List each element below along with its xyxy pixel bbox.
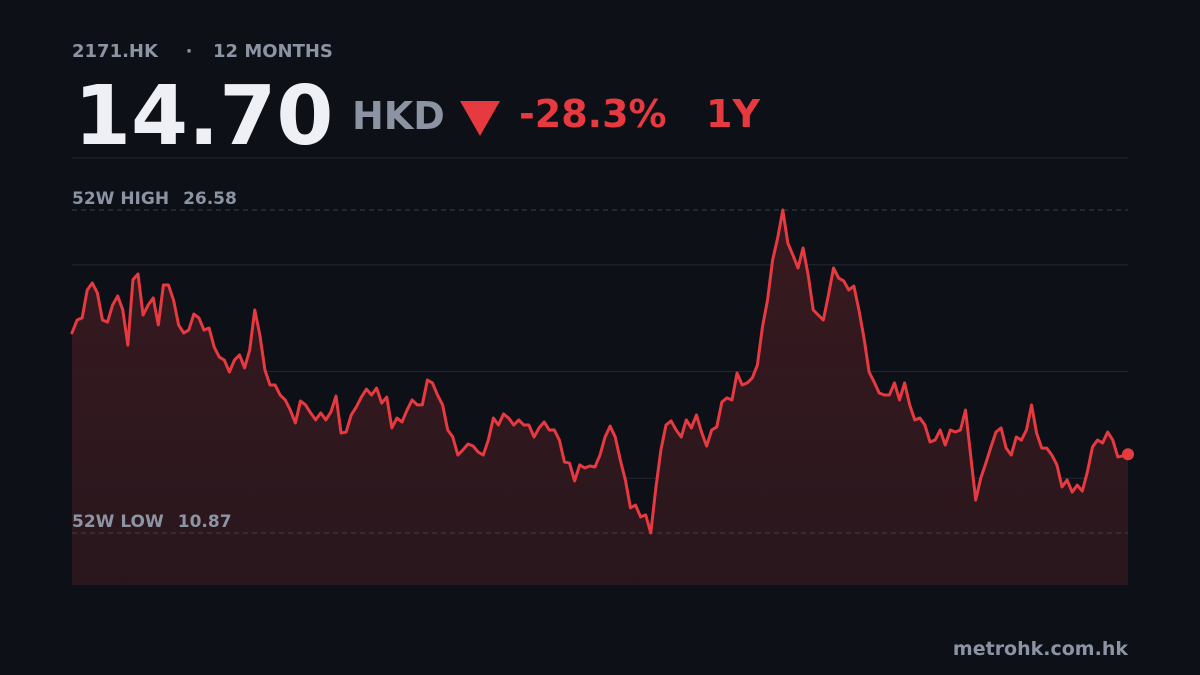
low-value: 10.87 — [178, 512, 232, 532]
period: 12 MONTHS — [213, 41, 333, 62]
price-line — [70, 208, 1130, 535]
price: 14.70 — [74, 69, 333, 164]
high-value: 26.58 — [183, 189, 237, 209]
low-label: 52W LOW 10.87 — [72, 512, 232, 532]
currency: HKD — [352, 94, 445, 138]
source: metrohk.com.hk — [953, 638, 1128, 660]
high-label: 52W HIGH 26.58 — [72, 189, 237, 209]
high-label-text: 52W HIGH — [72, 189, 169, 209]
plot: 52W HIGH 26.58 52W LOW 10.87 — [70, 189, 1134, 585]
ticker: 2171.HK — [72, 41, 159, 62]
change: -28.3% — [519, 92, 667, 136]
range: 1Y — [706, 92, 760, 136]
separator: · — [186, 41, 193, 62]
last-point — [1122, 448, 1134, 461]
low-label-text: 52W LOW — [72, 512, 164, 532]
down-arrow — [460, 101, 500, 136]
area — [72, 210, 1128, 585]
